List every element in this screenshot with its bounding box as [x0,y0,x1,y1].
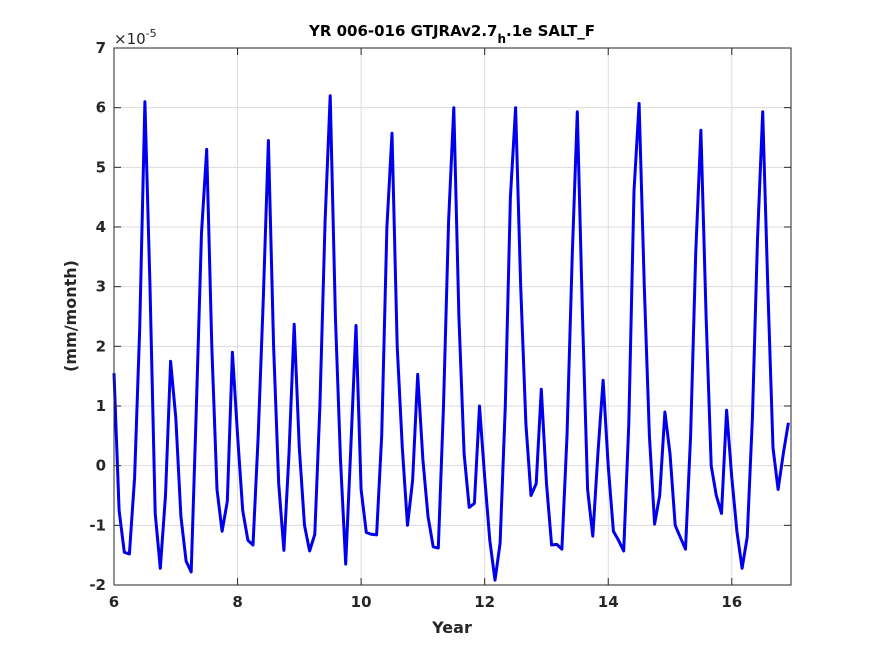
y-tick-label: -2 [89,576,106,594]
y-tick-label: 4 [96,218,106,236]
x-tick-label: 12 [474,593,495,611]
y-tick-label: 7 [96,39,106,57]
x-tick-label: 10 [351,593,372,611]
y-tick-label: 6 [96,99,106,117]
axes-frame [113,47,792,586]
y-tick-label: 1 [96,397,106,415]
x-tick-label: 6 [109,593,119,611]
grid [113,47,791,586]
x-tick-label: 14 [598,593,619,611]
y-axis-ticks: -2 -1 0 1 2 3 4 5 6 7 [89,39,791,594]
y-tick-label: 0 [96,457,106,475]
plot-area [112,94,790,582]
y-axis-label: (mm/month) [61,260,80,372]
axes-border [113,47,792,586]
x-axis-ticks: 6 8 10 12 14 16 [109,48,742,611]
x-tick-label: 8 [232,593,242,611]
y-multiplier: ×10-5 [114,27,157,48]
y-tick-label: 5 [96,158,106,176]
x-tick-label: 16 [721,593,742,611]
series-line [112,94,790,582]
x-axis-label: Year [431,618,472,637]
y-tick-label: -1 [89,516,106,534]
y-tick-label: 3 [96,278,106,296]
chart-title: YR 006-016 GTJRAv2.7h.1e SALT_F [308,22,595,46]
y-tick-label: 2 [96,337,106,355]
